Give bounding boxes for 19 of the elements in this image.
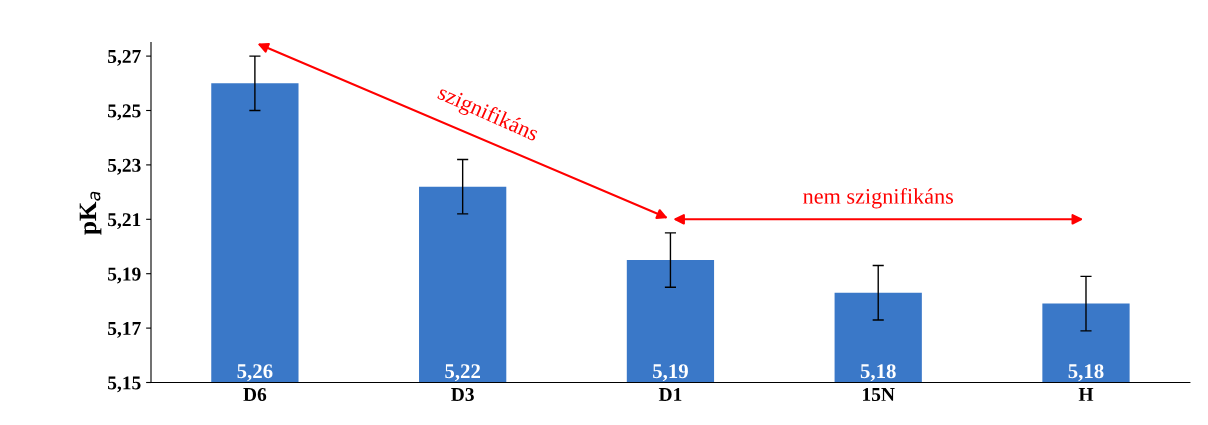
data-label: 5,18 — [1068, 364, 1104, 382]
x-tick-label: D6 — [243, 387, 267, 402]
y-tick-label: 5,23 — [108, 158, 141, 175]
y-tick-label: 5,21 — [108, 213, 141, 230]
x-tick-label: 15N — [863, 388, 895, 402]
x-tick-label: H — [1078, 388, 1094, 401]
data-label: 5,26 — [237, 364, 273, 382]
annotation: nem szignifikáns — [803, 187, 954, 209]
data-label: 5,19 — [653, 364, 688, 382]
y-tick-label: 5,25 — [108, 104, 141, 121]
y-axis-title: pK$_{a}$ — [79, 191, 102, 235]
data-label: 5,18 — [860, 364, 896, 382]
data-label: 5,22 — [445, 364, 480, 382]
y-tick-label: 5,19 — [108, 267, 141, 284]
x-tick-label: D1 — [658, 388, 682, 401]
y-tick-label: 5,17 — [108, 322, 141, 338]
y-tick-label: 5,27 — [108, 49, 141, 66]
y-tick-label: 5,15 — [108, 376, 141, 393]
x-tick-label: D3 — [451, 387, 474, 402]
